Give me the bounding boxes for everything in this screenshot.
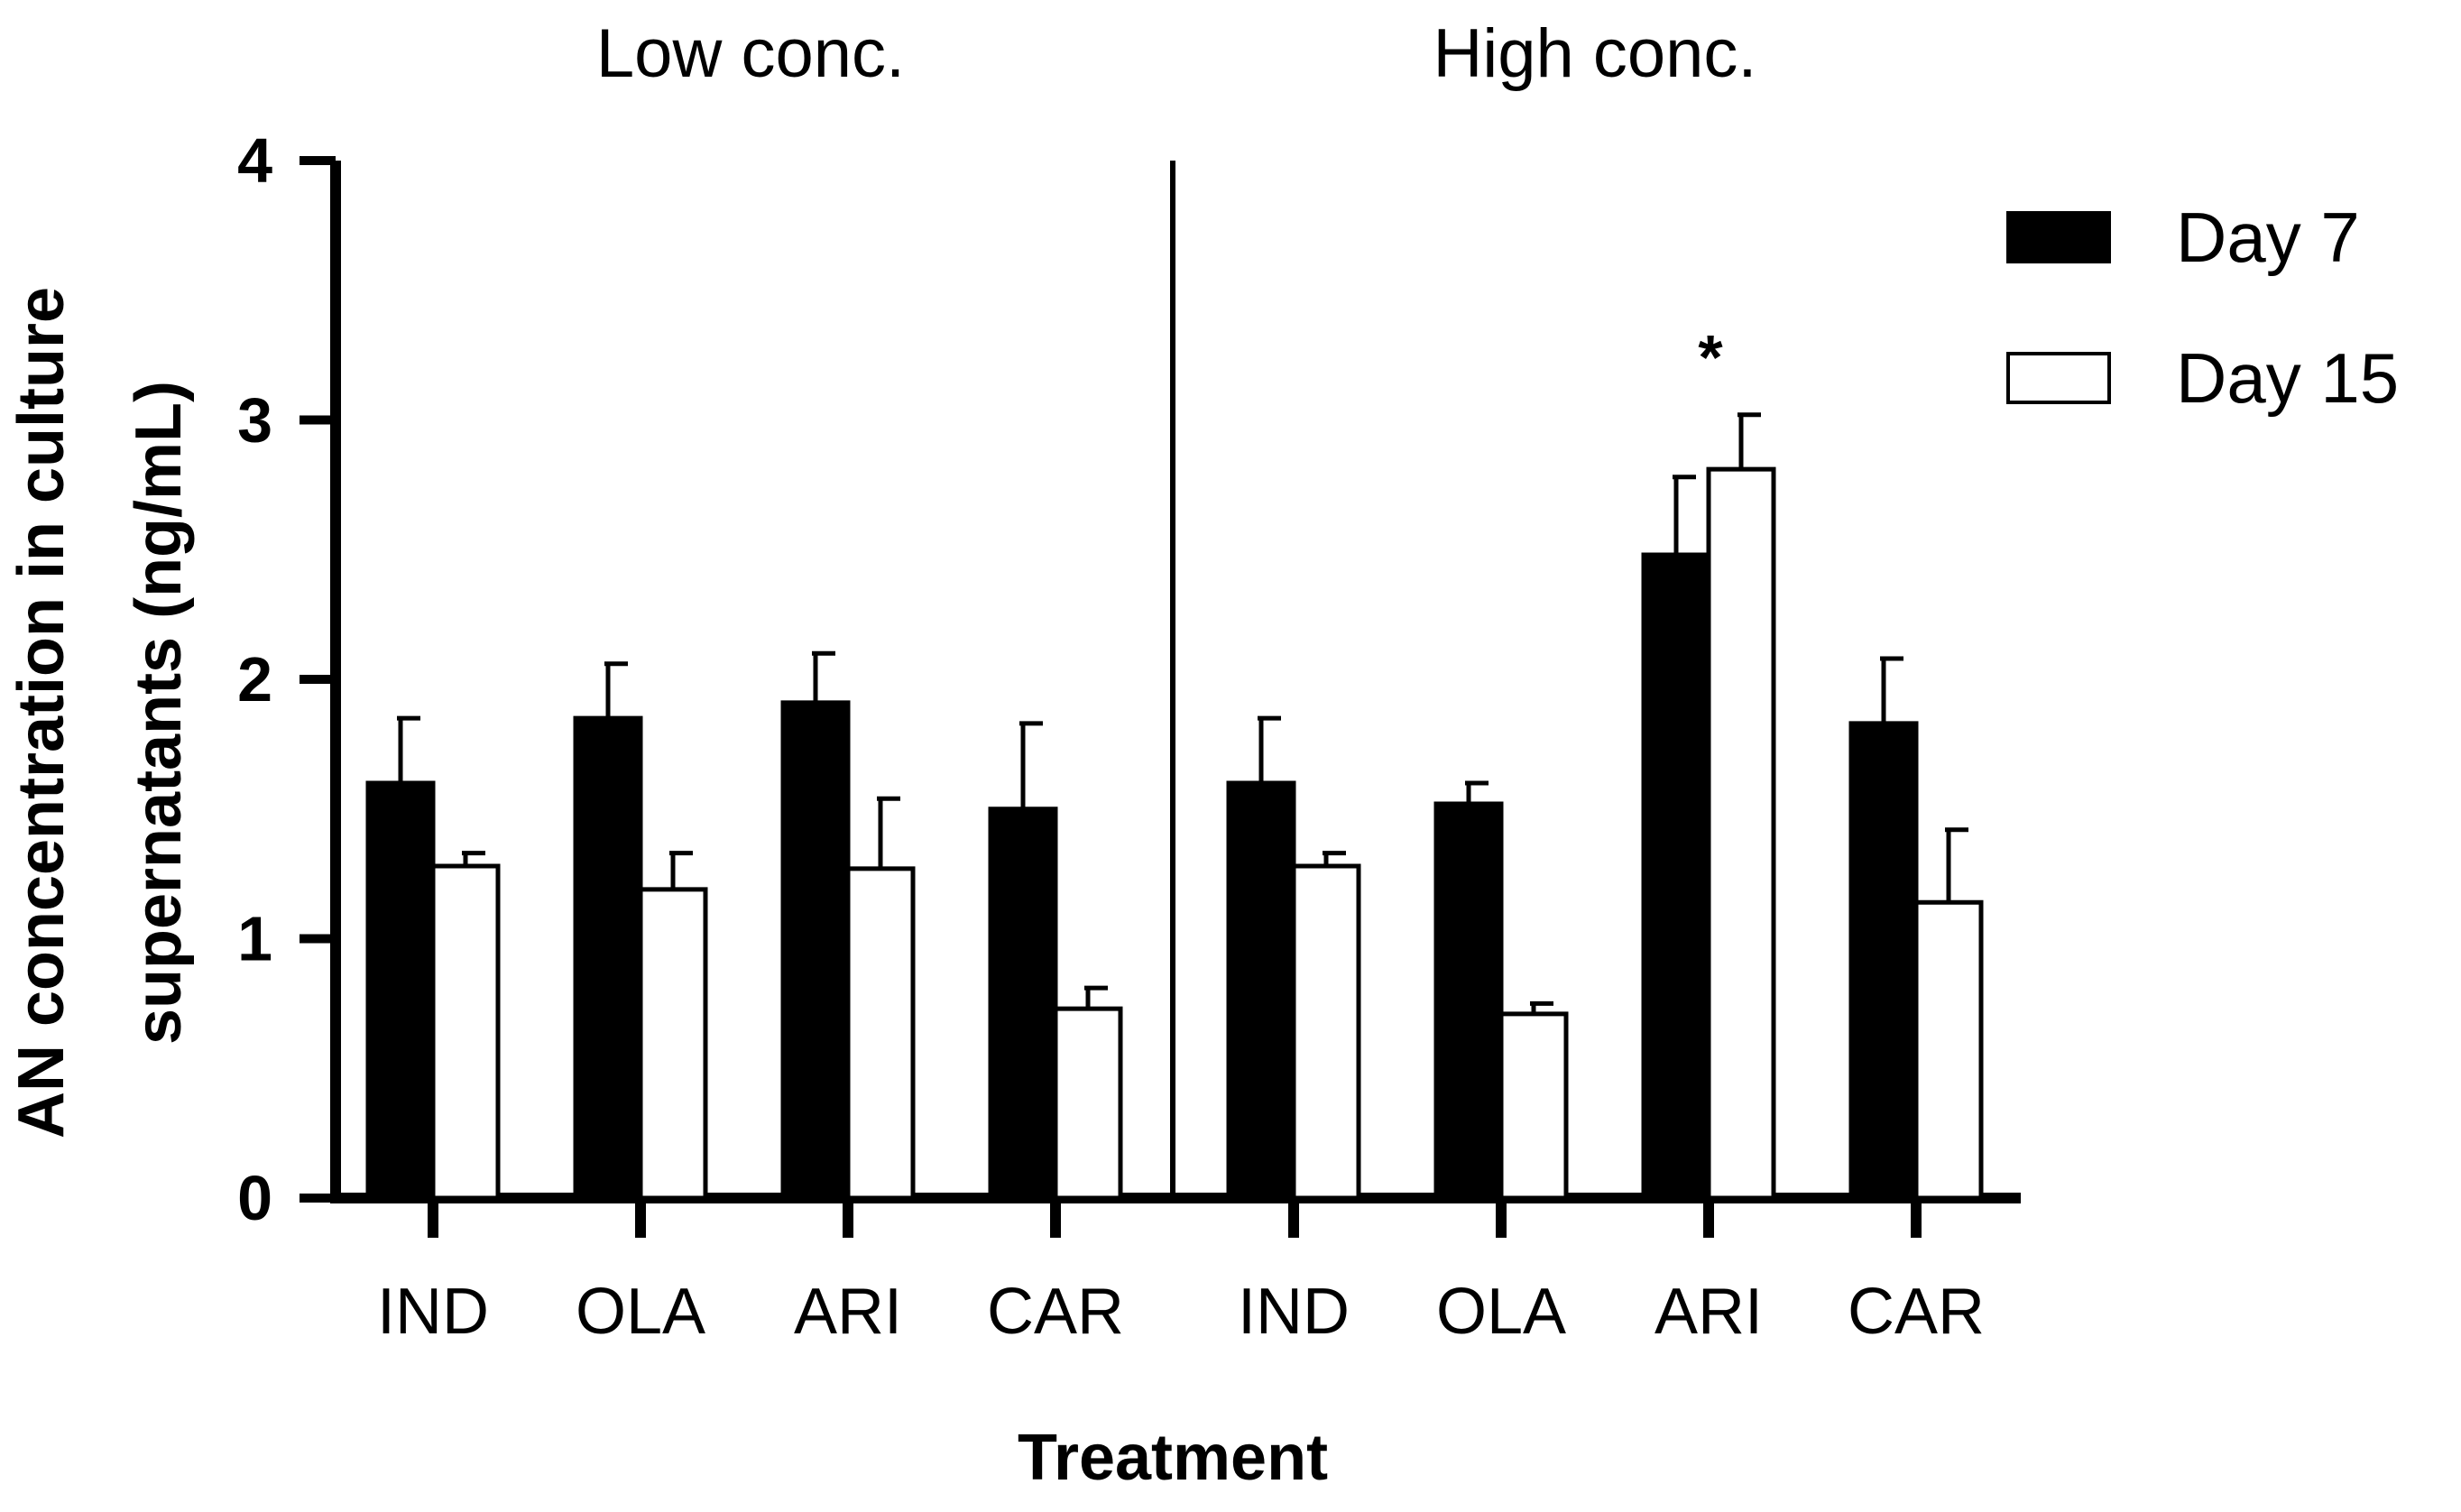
bars: [365, 412, 1984, 1201]
y-tick-label-3: 3: [237, 385, 272, 456]
x-tick-label-0-car: CAR: [987, 1276, 1124, 1348]
labels: Treatment AN concentration in culture su…: [5, 15, 1985, 1494]
legend-swatch-day7: [2006, 211, 2111, 263]
x-tick-label-1-ind: IND: [1238, 1276, 1350, 1348]
legend-label-day15: Day 15: [2176, 338, 2399, 418]
bar-day7-1-ari: [1641, 552, 1711, 1201]
bar-day7-1-ind: [1226, 780, 1296, 1201]
x-tick-label-1-ari: ARI: [1654, 1276, 1763, 1348]
y-tick-label-2: 2: [237, 644, 272, 715]
legend-swatch-day15: [2006, 352, 2111, 404]
x-axis-title: Treatment: [1018, 1422, 1328, 1494]
bar-day15-0-ola: [638, 887, 708, 1201]
x-tick-label-0-ind: IND: [377, 1276, 489, 1348]
bar-day15-1-ola: [1498, 1011, 1569, 1201]
bar-day15-1-ind: [1291, 863, 1361, 1201]
y-axis-title-line1: AN concentration in culture: [5, 287, 78, 1139]
x-tick-label-1-car: CAR: [1848, 1276, 1985, 1348]
y-tick-label-4: 4: [237, 125, 272, 196]
legend-label-day7: Day 7: [2176, 198, 2360, 277]
bar-day15-0-car: [1053, 1006, 1123, 1201]
y-tick-label-0: 0: [237, 1163, 272, 1233]
legend: Day 7 Day 15: [2006, 198, 2399, 418]
x-tick-label-0-ari: ARI: [794, 1276, 902, 1348]
x-tick-label-0-ola: OLA: [576, 1276, 705, 1348]
significance-marker-0: *: [1698, 322, 1723, 392]
bar-day15-0-ind: [430, 863, 501, 1201]
bar-day15-1-ari: [1706, 466, 1776, 1201]
bar-day15-1-car: [1913, 899, 1984, 1201]
group-label-low: Low conc.: [596, 15, 905, 92]
group-label-high: High conc.: [1433, 15, 1756, 92]
bar-day15-0-ari: [845, 866, 916, 1201]
x-tick-label-1-ola: OLA: [1436, 1276, 1566, 1348]
y-axis-title-line2: supernatants (ng/mL): [123, 381, 195, 1045]
bar-day7-0-ari: [780, 700, 851, 1201]
bar-day7-0-car: [988, 807, 1058, 1201]
bar-day7-0-ind: [365, 780, 436, 1201]
bar-day7-1-ola: [1433, 801, 1504, 1201]
bar-day7-1-car: [1848, 721, 1919, 1201]
y-tick-label-1: 1: [237, 904, 272, 974]
bar-day7-0-ola: [573, 715, 643, 1201]
